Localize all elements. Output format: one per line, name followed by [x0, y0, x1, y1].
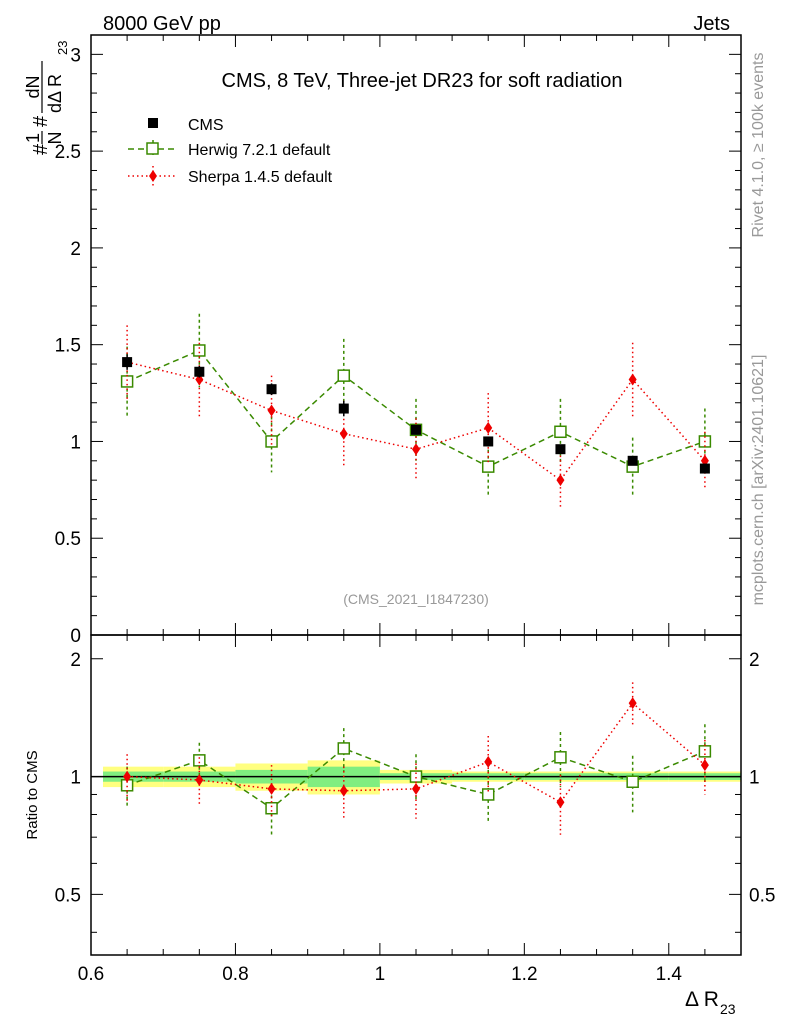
main-sherpa-point: [556, 474, 565, 487]
ratio-sherpa-point: [339, 784, 348, 797]
main-cms-point: [483, 436, 494, 447]
ratio-sherpa-point: [195, 773, 204, 786]
ratio-y-label: Ratio to CMS: [24, 750, 41, 839]
main-herwig-point: [481, 460, 495, 473]
ratio-y-tick-label-right: 0.5: [749, 885, 775, 906]
ratio-plot-content: [91, 682, 741, 838]
legend-sherpa-marker: [149, 170, 157, 182]
x-axis-label: Δ R 23: [685, 988, 736, 1017]
ratio-y-tick-label: 1: [70, 768, 81, 789]
ratio-sherpa-point: [484, 755, 493, 768]
process-label: Jets: [693, 13, 730, 35]
ylabel-frac2-den: dΔ R: [45, 74, 65, 113]
ratio-sherpa-point: [123, 770, 132, 783]
y-tick-label: 2.5: [55, 142, 81, 163]
main-cms-point: [266, 384, 277, 395]
ratio-herwig-point: [626, 775, 639, 788]
mcplots-info: mcplots.cern.ch [arXiv:2401.10621]: [750, 355, 767, 606]
ratio-y-tick-label-right: 2: [749, 650, 760, 671]
legend-herwig-label: Herwig 7.2.1 default: [188, 142, 331, 159]
legend: CMS Herwig 7.2.1 default Sherpa 1.4.5 de…: [128, 117, 333, 186]
legend-entry-herwig: Herwig 7.2.1 default: [128, 140, 331, 159]
main-herwig-point: [337, 369, 351, 382]
rivet-info: Rivet 4.1.0, ≥ 100k events: [750, 53, 767, 238]
main-y-label: # 1 N # dN dΔ R 23: [23, 41, 70, 155]
main-sherpa-point: [339, 427, 348, 440]
main-cms-point: [122, 357, 133, 368]
ylabel-frac2-num: dN: [23, 75, 43, 98]
main-cms-point: [194, 366, 205, 377]
main-cms-point: [411, 424, 421, 435]
y-tick-label: 1.5: [55, 336, 81, 357]
main-sherpa-point: [628, 373, 637, 386]
xlabel-main: Δ R: [685, 988, 719, 1011]
y-tick-label: 2: [70, 239, 81, 260]
analysis-id: (CMS_2021_I1847230): [343, 591, 489, 607]
ratio-y-tick-label-right: 1: [749, 768, 760, 789]
main-sherpa-point: [484, 421, 493, 434]
y-tick-label: 3: [70, 45, 81, 66]
ylabel-frac1-den: N: [45, 132, 65, 145]
ratio-y-tick-label: 2: [70, 650, 81, 671]
ratio-herwig-point: [193, 754, 206, 767]
main-herwig-point: [554, 425, 567, 439]
ratio-sherpa-point: [412, 782, 420, 795]
x-tick-label: 0.8: [222, 964, 248, 985]
y-tick-label: 0: [70, 626, 81, 647]
legend-cms-label: CMS: [188, 117, 224, 134]
ratio-x-ticks: 0.6 0.8 1 1.2 1.4: [78, 635, 742, 985]
legend-entry-cms: CMS: [148, 117, 224, 134]
legend-sherpa-label: Sherpa 1.4.5 default: [188, 169, 333, 186]
main-herwig-point: [193, 344, 206, 357]
ratio-herwig-point: [554, 751, 567, 764]
main-x-ticks: [90, 35, 742, 635]
ratio-sherpa-point: [700, 759, 709, 772]
energy-label: 8000 GeV pp: [103, 13, 221, 35]
main-sherpa-point: [412, 443, 420, 456]
ratio-sherpa-point: [267, 782, 276, 795]
main-plot-content: [120, 313, 712, 510]
x-tick-label: 0.6: [78, 964, 104, 985]
main-herwig-point: [265, 435, 278, 448]
legend-cms-marker: [148, 118, 158, 128]
xlabel-subscript: 23: [720, 1001, 736, 1017]
main-panel: 0 0.5 1 1.5 2 2.5 3 CMS, 8 TeV, Three-jet DR23…: [23, 34, 742, 647]
ratio-panel: 0.5 0.5 1 1 2 2 0.6 0.8 1 1.2 1.4 Ratio to CMS Δ …: [24, 634, 775, 1017]
main-title: CMS, 8 TeV, Three-jet DR23 for soft radi…: [222, 70, 623, 92]
ratio-herwig-point: [698, 745, 712, 758]
main-cms-point: [555, 444, 566, 455]
ratio-sherpa-point: [556, 796, 565, 809]
y-tick-label: 0.5: [55, 529, 81, 550]
ratio-sherpa-point: [628, 697, 637, 710]
ratio-series-line: [127, 702, 706, 804]
main-cms-point: [627, 455, 638, 466]
ylabel-hash2: #: [30, 115, 52, 127]
main-cms-point: [699, 463, 710, 474]
ratio-y-tick-label: 0.5: [55, 885, 81, 906]
legend-entry-sherpa: Sherpa 1.4.5 default: [128, 166, 333, 186]
main-y-ticks: 0 0.5 1 1.5 2 2.5 3: [55, 34, 741, 647]
ylabel-frac1-num: 1: [23, 133, 43, 143]
ratio-herwig-point: [265, 801, 278, 815]
x-tick-label: 1.4: [656, 964, 683, 985]
x-tick-label: 1: [375, 964, 386, 985]
y-tick-label: 1: [70, 432, 81, 453]
ratio-y-ticks: 0.5 0.5 1 1 2 2: [55, 650, 775, 933]
main-cms-point: [338, 403, 349, 414]
ratio-herwig-point: [337, 742, 351, 755]
legend-herwig-marker: [146, 142, 159, 155]
ratio-herwig-point: [481, 788, 495, 801]
main-series-line: [126, 361, 706, 482]
main-sherpa-point: [267, 404, 276, 417]
ylabel-subscript: 23: [55, 41, 70, 55]
ylabel-hash1: #: [30, 143, 52, 155]
x-tick-label: 1.2: [511, 964, 537, 985]
